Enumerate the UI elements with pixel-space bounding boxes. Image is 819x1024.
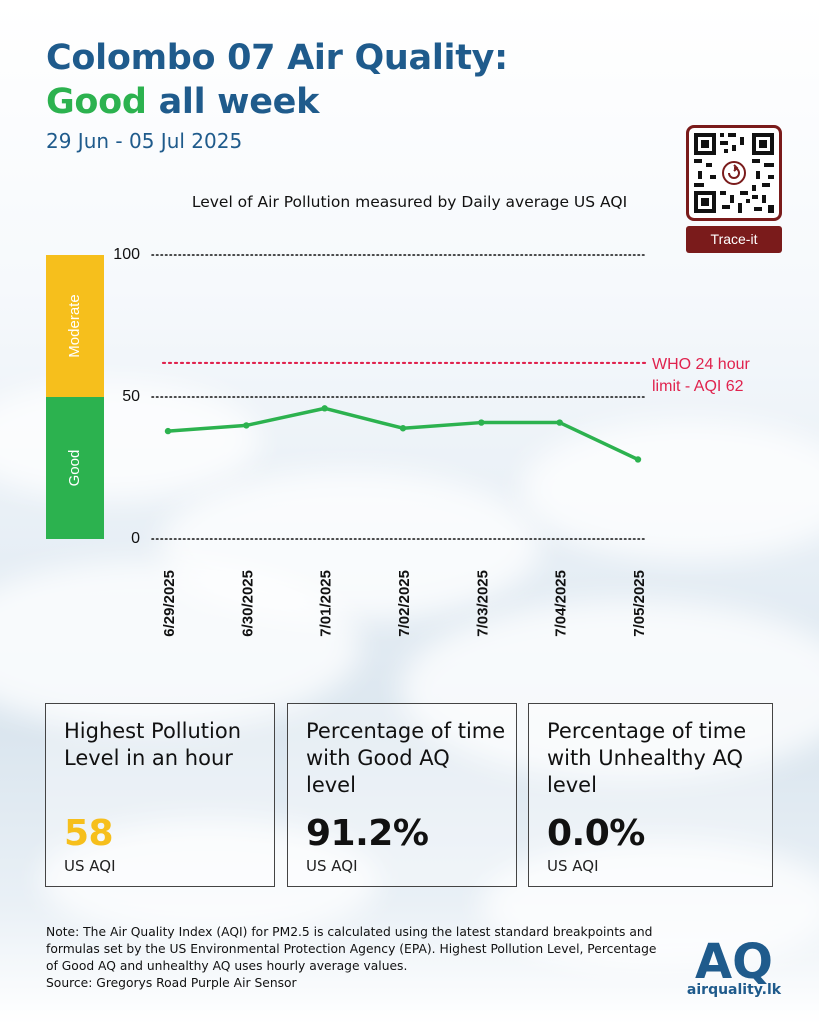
page-title-line2: Good all week: [46, 82, 319, 122]
data-point: [556, 419, 563, 426]
card-title: Highest Pollution Level in an hour: [64, 719, 242, 770]
data-point: [321, 405, 328, 412]
x-tick-label: 7/04/2025: [553, 570, 570, 637]
data-point: [478, 419, 485, 426]
aqi-line-chart: Good Moderate 0 50 100 WHO 24 hour limit - AQI…: [46, 246, 750, 637]
title-good-word: Good: [46, 82, 147, 122]
aqi-band-good: [46, 397, 104, 539]
card-unit: US AQI: [64, 857, 116, 875]
y-tick-label: 50: [122, 388, 140, 405]
x-tick-label: 7/02/2025: [396, 570, 413, 637]
aqi-band-moderate: [46, 255, 104, 397]
band-label: Good: [66, 450, 83, 487]
logo-mark: AQ: [695, 934, 773, 984]
card-unit: US AQI: [547, 857, 599, 875]
who-limit-label: WHO 24 hour: [652, 356, 750, 373]
note-text: Note: The Air Quality Index (AQI) for PM…: [46, 925, 657, 973]
y-tick-label: 100: [113, 246, 140, 263]
x-tick-label: 7/01/2025: [318, 570, 335, 637]
card-value: 91.2%: [306, 813, 429, 854]
card-value: 0.0%: [547, 813, 645, 854]
footnote: Note: The Air Quality Index (AQI) for PM…: [46, 924, 666, 992]
card-value: 58: [64, 813, 114, 854]
band-label: Moderate: [66, 294, 83, 357]
page-title-line1: Colombo 07 Air Quality:: [46, 38, 508, 78]
date-range: 29 Jun - 05 Jul 2025: [46, 129, 243, 153]
y-tick-label: 0: [131, 530, 140, 547]
airquality-logo-icon[interactable]: AQ: [686, 934, 782, 1004]
x-tick-label: 6/29/2025: [161, 570, 178, 637]
card-good-percentage: Percentage of time with Good AQ level 91…: [287, 703, 517, 887]
data-point: [243, 422, 250, 429]
x-tick-label: 6/30/2025: [239, 570, 256, 637]
aqi-series-line: [166, 406, 640, 462]
card-unit: US AQI: [306, 857, 358, 875]
qr-label[interactable]: Trace-it: [686, 226, 782, 253]
logo-text[interactable]: airquality.lk: [686, 982, 782, 998]
chart-title: Level of Air Pollution measured by Daily…: [191, 193, 628, 211]
card-unhealthy-percentage: Percentage of time with Unhealthy AQ lev…: [528, 703, 773, 887]
data-point: [164, 427, 172, 435]
data-point: [399, 425, 407, 432]
title-rest: all week: [146, 82, 320, 122]
x-tick-label: 7/03/2025: [474, 570, 491, 637]
card-highest-pollution: Highest Pollution Level in an hour 58 US…: [45, 703, 275, 887]
x-tick-label: 7/05/2025: [631, 570, 648, 637]
note-source: Source: Gregorys Road Purple Air Sensor: [46, 976, 297, 990]
card-title: Percentage of time with Unhealthy AQ lev…: [547, 719, 747, 797]
who-limit-label: limit - AQI 62: [652, 378, 744, 395]
card-title: Percentage of time with Good AQ level: [306, 719, 506, 797]
qr-code-icon[interactable]: [686, 125, 782, 221]
data-point: [634, 456, 642, 463]
